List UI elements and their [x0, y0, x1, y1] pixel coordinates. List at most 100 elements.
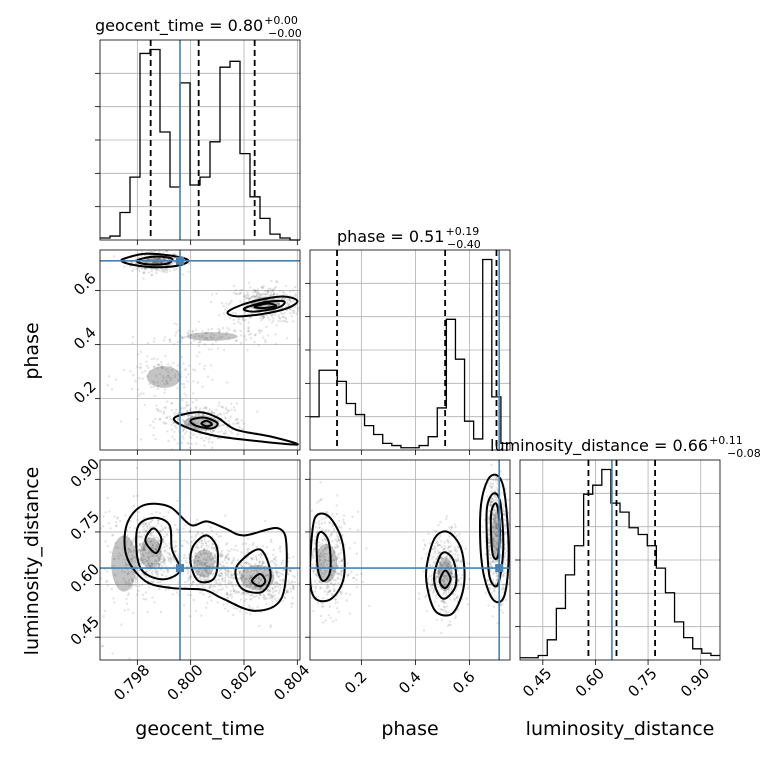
sample-point [488, 501, 492, 504]
panel-frame [99, 249, 301, 451]
sample-point [284, 284, 288, 288]
sample-point [291, 310, 294, 313]
sample-point [343, 543, 347, 546]
sample-point [495, 542, 499, 546]
sample-point [139, 556, 143, 559]
sample-point [218, 584, 221, 587]
sample-point [216, 582, 219, 585]
panel-content [100, 467, 300, 660]
sample-point [165, 271, 168, 274]
sample-point [200, 571, 204, 575]
sample-point [161, 367, 164, 370]
sample-point [250, 598, 253, 601]
sample-point [173, 430, 176, 434]
sample-point [318, 520, 321, 523]
sample-point [205, 544, 208, 547]
sample-point [134, 560, 137, 563]
sample-point [110, 388, 114, 391]
sample-point [493, 518, 496, 521]
sample-point [199, 340, 202, 344]
sample-point [321, 602, 324, 605]
sample-point [249, 583, 252, 586]
sample-point [191, 582, 194, 585]
sample-point [207, 348, 211, 351]
sample-point [268, 594, 272, 597]
sample-point [210, 410, 213, 413]
sample-point [173, 375, 177, 379]
sample-point [264, 597, 267, 600]
sample-point [452, 576, 456, 579]
sample-point [135, 467, 139, 470]
sample-point [168, 338, 172, 341]
sample-point [196, 518, 199, 522]
sample-point [491, 482, 495, 485]
sample-point [325, 593, 329, 596]
sample-point [307, 581, 309, 583]
sample-point [195, 399, 198, 402]
sample-point [134, 379, 137, 382]
sample-point [277, 314, 280, 317]
sample-point [316, 601, 320, 605]
sample-point [249, 594, 252, 597]
sample-point [194, 414, 197, 417]
sample-point [446, 554, 449, 557]
sample-point [224, 556, 227, 559]
sample-point [242, 583, 245, 586]
sample-point [439, 557, 443, 560]
sample-point [154, 547, 157, 550]
sample-point [449, 528, 452, 531]
sample-point [188, 423, 192, 426]
sample-point [226, 426, 229, 429]
sample-point [205, 564, 209, 568]
sample-point [192, 580, 195, 584]
sample-point [152, 531, 155, 534]
sample-point [219, 588, 222, 592]
sample-point [504, 553, 507, 556]
sample-point [205, 407, 208, 410]
sample-point [220, 551, 223, 554]
sample-point [165, 380, 168, 383]
sample-point [301, 561, 303, 563]
sample-point [492, 526, 495, 529]
sample-point [495, 541, 498, 544]
panel-phase-vs-luminosity-distance: 0.2 0.4 0.6 [301, 459, 511, 697]
sample-point [267, 304, 270, 307]
sample-point [228, 316, 231, 320]
sample-point [257, 329, 260, 332]
sample-point [133, 527, 136, 530]
sample-point [494, 495, 497, 499]
sample-point [176, 387, 179, 390]
sample-point [199, 574, 202, 577]
sample-point [142, 548, 145, 552]
sample-point [259, 588, 262, 591]
sample-point [199, 407, 202, 410]
sample-point [314, 580, 317, 583]
sample-point [186, 380, 189, 383]
sample-point [174, 550, 177, 553]
sample-point [239, 572, 242, 575]
sample-point [187, 422, 190, 426]
sample-point [120, 623, 123, 626]
sample-point [205, 406, 208, 410]
sample-point [248, 612, 252, 616]
sample-point [139, 535, 142, 538]
sample-point [131, 342, 134, 345]
sample-point [239, 322, 242, 325]
sample-point [156, 544, 159, 548]
sample-point [194, 413, 198, 416]
sample-point [232, 311, 235, 315]
sample-point [307, 562, 309, 564]
sample-point [333, 549, 336, 552]
sample-point [501, 587, 504, 590]
sample-point [118, 552, 121, 555]
sample-point [243, 553, 246, 556]
sample-point [292, 585, 295, 589]
sample-point [105, 579, 109, 583]
sample-point [283, 595, 286, 599]
sample-point [269, 287, 272, 291]
sample-point [192, 415, 195, 419]
sample-point [461, 573, 464, 577]
sample-point [139, 362, 142, 366]
sample-point [296, 306, 300, 310]
title-phase-sub: −0.40 [447, 238, 481, 251]
